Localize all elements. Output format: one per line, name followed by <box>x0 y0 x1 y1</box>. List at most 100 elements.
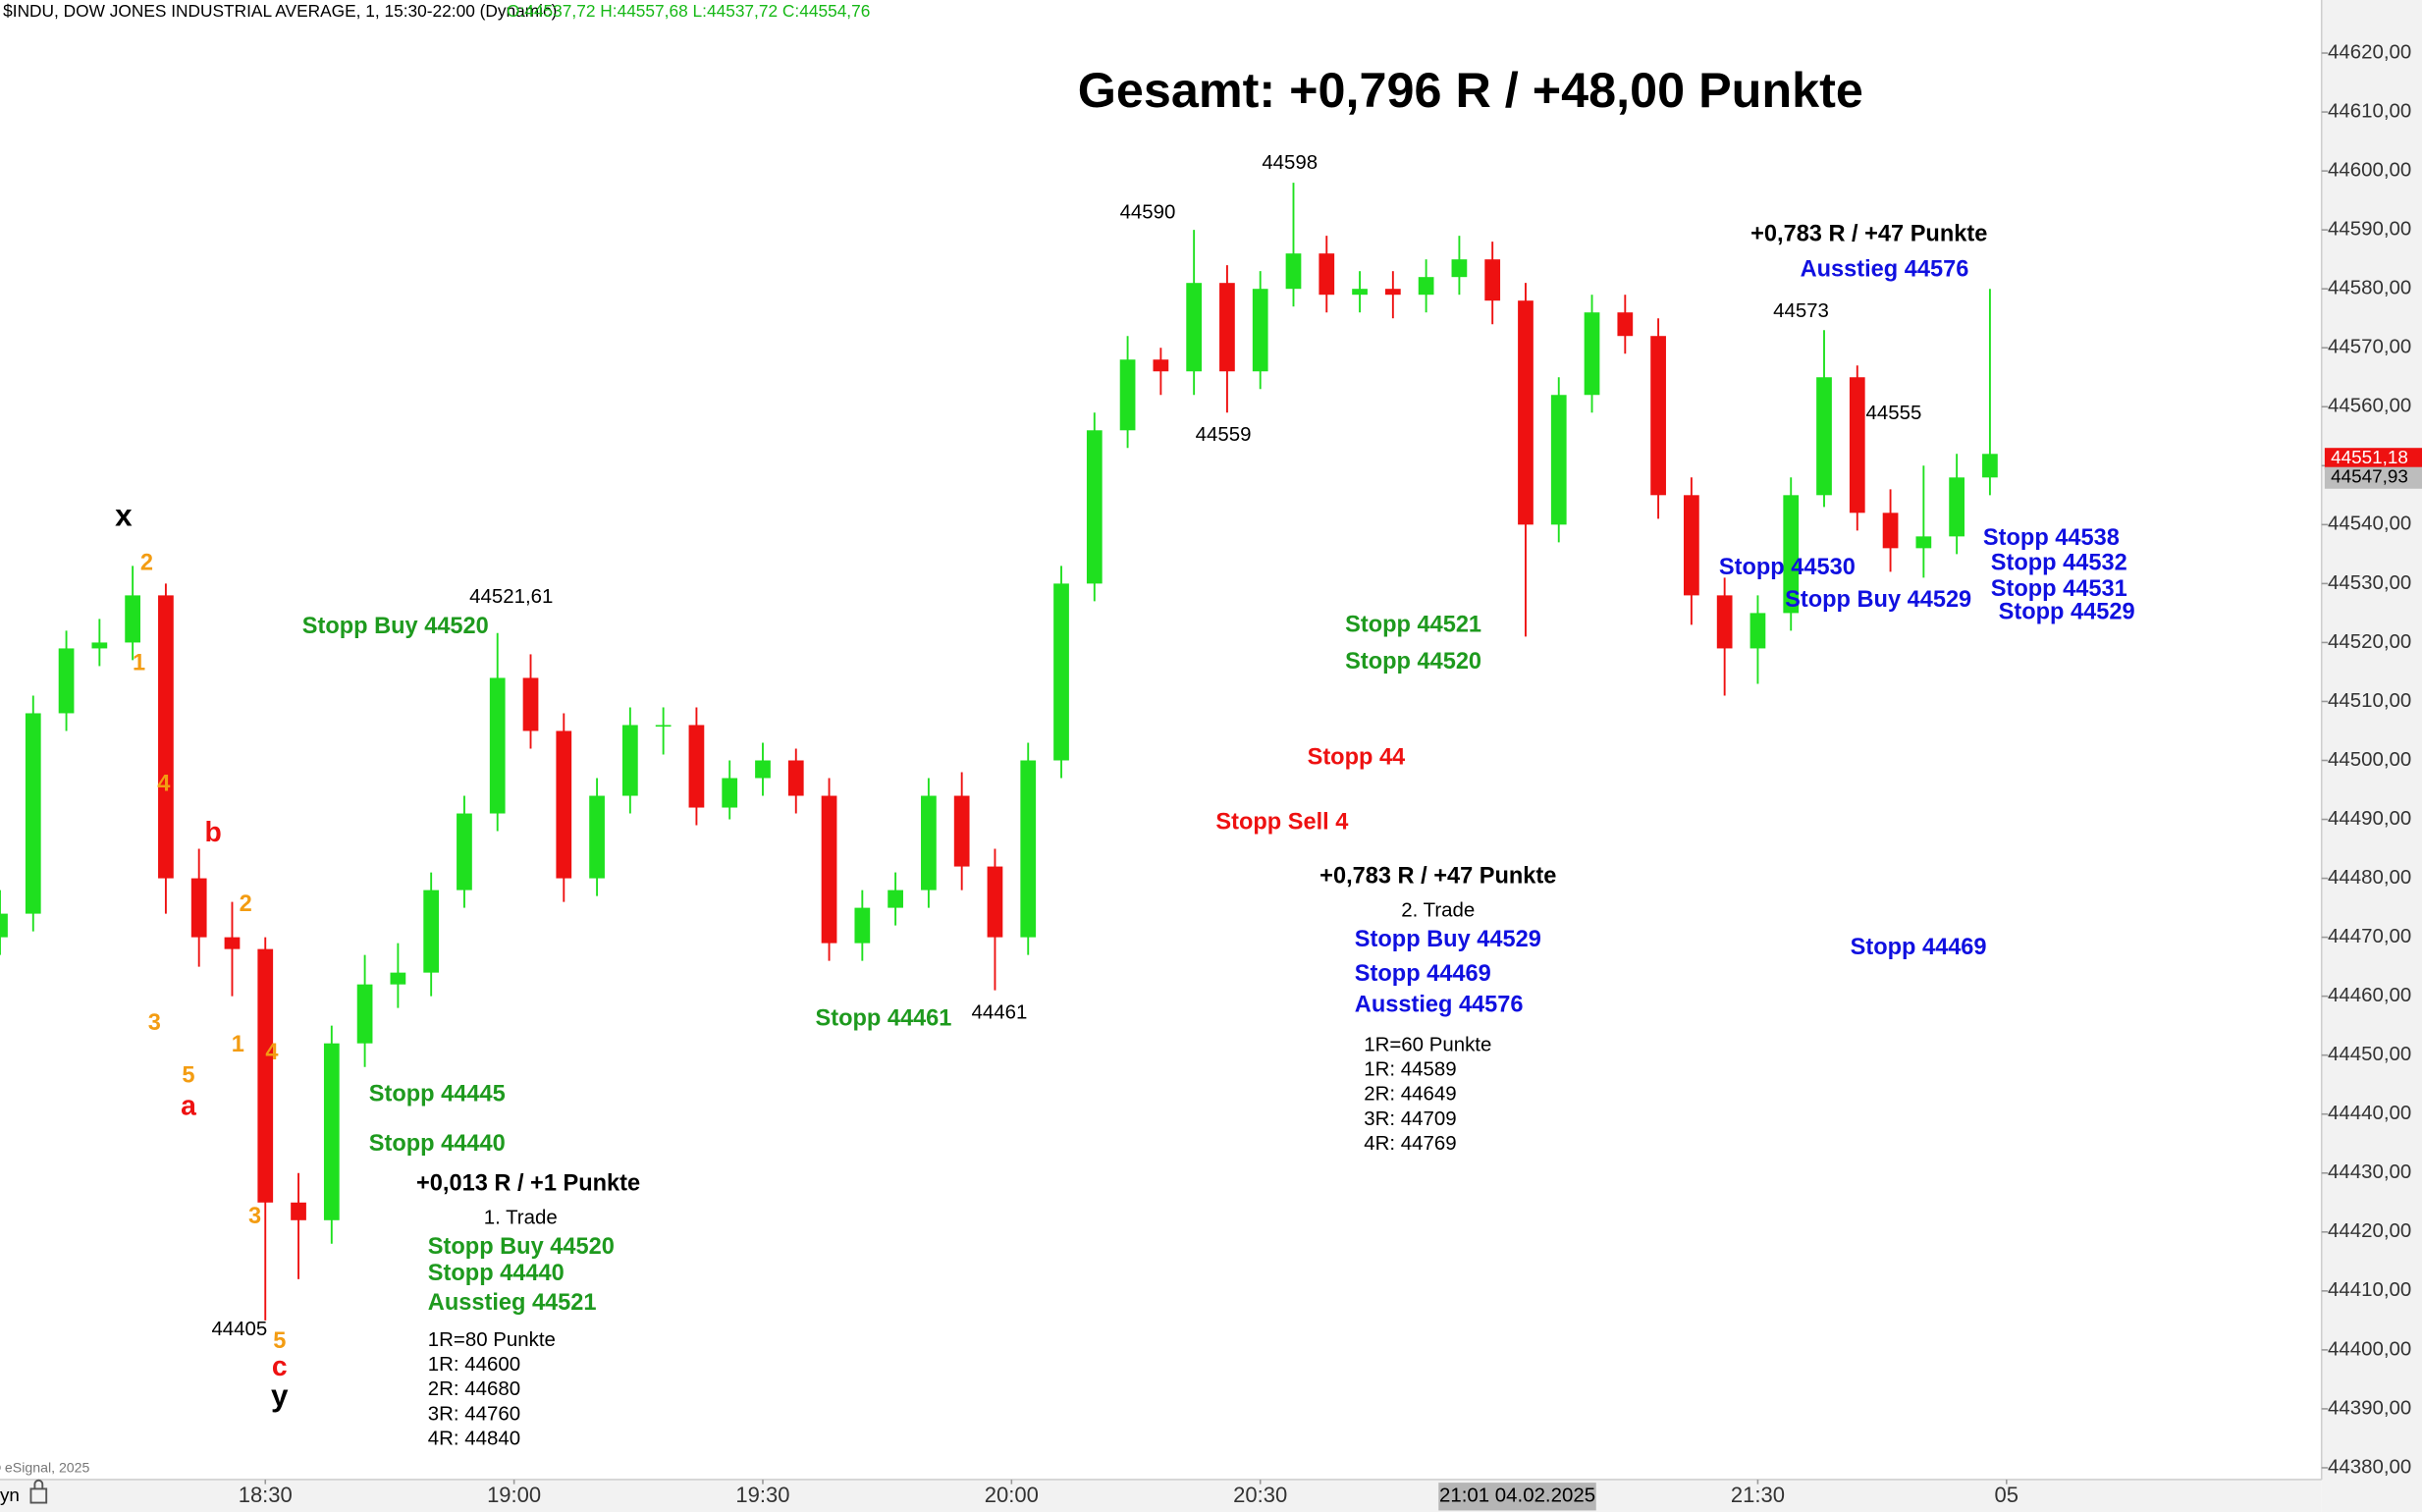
x-tick-label: 19:30 <box>735 1483 789 1507</box>
annotation: 2 <box>240 891 252 916</box>
y-tick-label: 44380,00 <box>2328 1455 2411 1478</box>
annotation: Stopp Buy 44529 <box>1785 586 1971 612</box>
candle-body <box>1086 430 1103 584</box>
lock-icon <box>29 1479 48 1504</box>
candle-body <box>556 730 572 879</box>
candle-body <box>489 677 506 814</box>
candle-body <box>158 595 174 879</box>
candle-body <box>1219 283 1235 372</box>
candle-body <box>356 984 373 1044</box>
annotation: b <box>204 816 221 847</box>
candle-body <box>621 725 638 796</box>
cursor-label: 21:01 04.02.2025 <box>1439 1485 1595 1507</box>
y-tick-label: 44470,00 <box>2328 925 2411 947</box>
candle-body <box>589 795 605 879</box>
x-tick-label: 05 <box>1995 1483 2019 1507</box>
annotation: Stopp 44529 <box>1999 599 2135 624</box>
annotation: Stopp Buy 44520 <box>428 1233 615 1259</box>
annotation: 4 <box>265 1039 278 1064</box>
y-tick-label: 44430,00 <box>2328 1161 2411 1183</box>
candle-body <box>1982 454 1998 478</box>
annotation: 44521,61 <box>469 585 553 608</box>
annotation: 1R: 44600 <box>428 1353 520 1376</box>
candle-body <box>390 972 406 985</box>
x-tick-label: 20:00 <box>985 1483 1039 1507</box>
candle-body <box>423 890 440 973</box>
y-tick-label: 44410,00 <box>2328 1278 2411 1301</box>
annotation: Stopp 44520 <box>1345 648 1481 674</box>
candle-body <box>1949 477 1965 537</box>
annotation: 1R: 44589 <box>1364 1058 1456 1081</box>
candle-body <box>1384 289 1401 296</box>
y-tick-label: 44400,00 <box>2328 1337 2411 1360</box>
x-tick-label: 21:30 <box>1731 1483 1785 1507</box>
y-tick-label: 44610,00 <box>2328 99 2411 122</box>
candle-body <box>1119 359 1136 431</box>
candle-body <box>854 907 871 944</box>
candle-body <box>1518 300 1534 525</box>
candle-body <box>125 595 140 643</box>
candle-body <box>323 1043 340 1220</box>
annotation: 4R: 44840 <box>428 1427 520 1449</box>
annotation: c <box>272 1350 288 1381</box>
candle-body <box>1252 289 1268 372</box>
price-axis-panel <box>2321 0 2422 1512</box>
candle-body <box>1451 259 1468 278</box>
annotation: Stopp 44 <box>1308 744 1406 770</box>
candle-body <box>921 795 937 891</box>
cursor-label-bg <box>1438 1483 1596 1511</box>
annotation: 3R: 44709 <box>1364 1107 1456 1130</box>
candle-body <box>291 1202 306 1220</box>
annotation: Ausstieg 44576 <box>1355 991 1524 1016</box>
y-tick-label: 44520,00 <box>2328 630 2411 653</box>
price-label: 44551,18 <box>2331 447 2408 467</box>
annotation: Ausstieg 44576 <box>1801 256 1969 282</box>
y-tick-label: 44490,00 <box>2328 807 2411 830</box>
annotation: Stopp Sell 4 <box>1215 809 1348 835</box>
candle-body <box>755 760 771 779</box>
annotation: Stopp 44531 <box>1991 575 2127 601</box>
candle-body <box>1319 253 1335 296</box>
candle-body <box>1484 259 1501 301</box>
candle-body <box>888 890 903 908</box>
annotation: y <box>271 1378 289 1413</box>
y-tick-label: 44590,00 <box>2328 218 2411 241</box>
annotation: Stopp 44538 <box>1983 524 2120 550</box>
annotation: 1R=60 Punkte <box>1364 1033 1491 1055</box>
candle-body <box>1617 312 1634 337</box>
copyright: © eSignal, 2025 <box>0 1460 90 1476</box>
candle-body <box>1915 536 1932 549</box>
annotation: Ausstieg 44521 <box>428 1289 597 1315</box>
y-tick-label: 44570,00 <box>2328 336 2411 358</box>
candle-body <box>25 713 41 914</box>
candle-body <box>1584 312 1600 396</box>
annotation: 44590 <box>1120 200 1176 223</box>
annotation: 4 <box>157 770 170 795</box>
candle-body <box>457 813 472 891</box>
candle-body <box>1186 283 1203 372</box>
annotation: +0,783 R / +47 Punkte <box>1750 220 1987 245</box>
annotation: 2R: 44680 <box>428 1377 520 1400</box>
annotation: 44559 <box>1196 423 1252 446</box>
annotation: 3 <box>248 1203 261 1228</box>
y-tick-label: 44540,00 <box>2328 513 2411 535</box>
candle-body <box>688 725 705 808</box>
x-tick-label: 18:30 <box>239 1483 293 1507</box>
annotation: 1. Trade <box>484 1207 558 1229</box>
y-tick-label: 44420,00 <box>2328 1219 2411 1242</box>
candle-body <box>1153 359 1169 372</box>
annotation: 2R: 44649 <box>1364 1083 1456 1106</box>
candle-body <box>257 948 274 1203</box>
candle-body <box>1783 495 1800 614</box>
candle-body <box>655 725 672 728</box>
candle-body <box>1716 595 1733 649</box>
candle-body <box>1684 495 1699 596</box>
candle-body <box>190 878 207 938</box>
annotation: 3 <box>148 1009 161 1035</box>
price-label-bg <box>2324 448 2422 470</box>
price-label-bg <box>2324 466 2422 489</box>
y-tick-label: 44560,00 <box>2328 395 2411 417</box>
annotation: 5 <box>273 1327 286 1353</box>
annotation: Stopp 44469 <box>1851 934 1987 959</box>
